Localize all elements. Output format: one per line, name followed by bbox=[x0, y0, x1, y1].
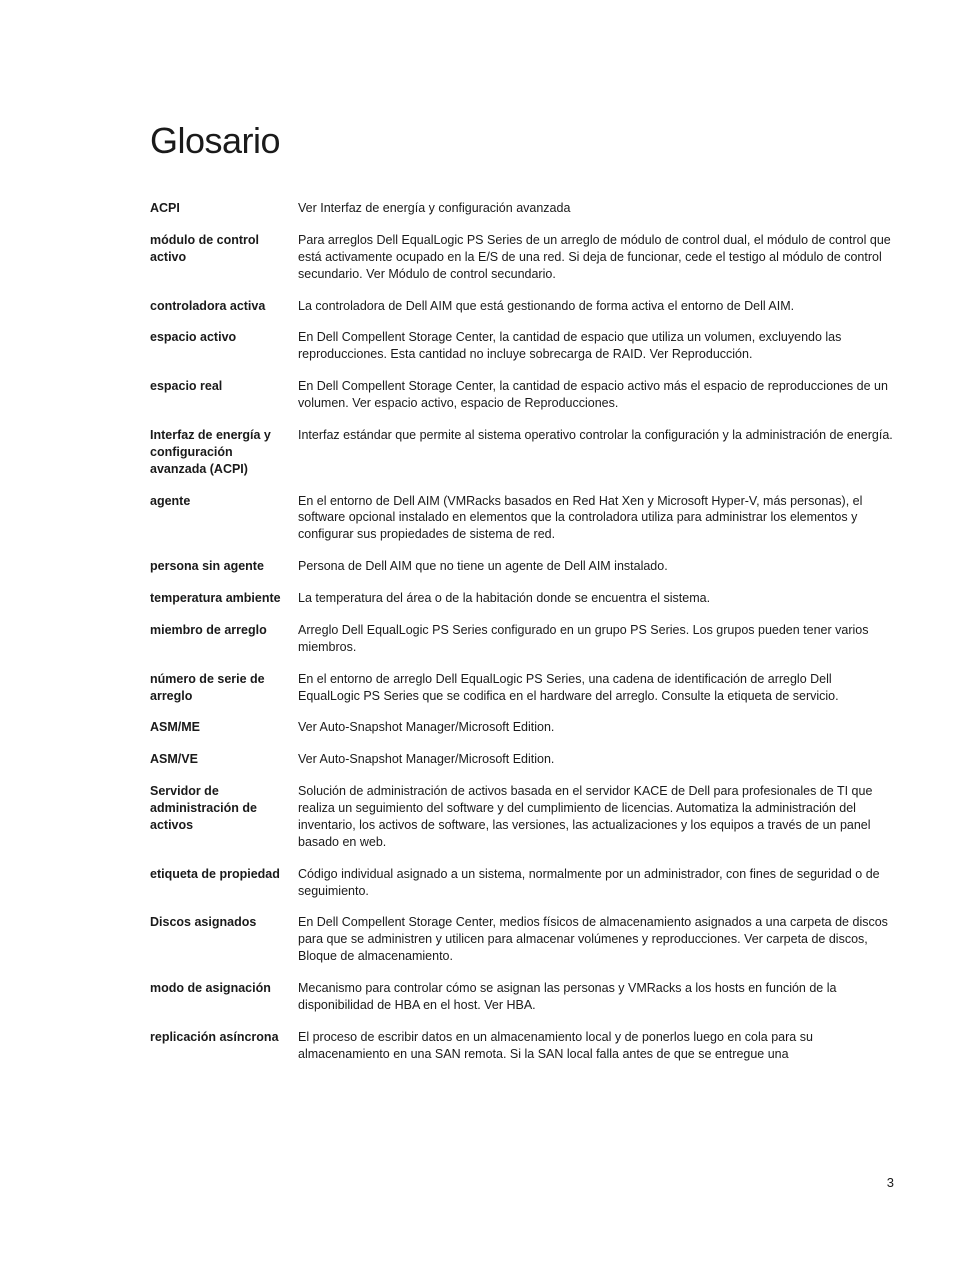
glossary-definition: En Dell Compellent Storage Center, la ca… bbox=[298, 378, 894, 412]
glossary-definition: Código individual asignado a un sistema,… bbox=[298, 866, 894, 900]
page-title: Glosario bbox=[150, 120, 894, 162]
glossary-entry: agenteEn el entorno de Dell AIM (VMRacks… bbox=[150, 493, 894, 544]
glossary-term: agente bbox=[150, 493, 298, 544]
glossary-definition: Arreglo Dell EqualLogic PS Series config… bbox=[298, 622, 894, 656]
glossary-term: persona sin agente bbox=[150, 558, 298, 575]
glossary-entry: módulo de control activoPara arreglos De… bbox=[150, 232, 894, 283]
glossary-entry: miembro de arregloArreglo Dell EqualLogi… bbox=[150, 622, 894, 656]
glossary-term: espacio real bbox=[150, 378, 298, 412]
glossary-definition: Interfaz estándar que permite al sistema… bbox=[298, 427, 894, 478]
glossary-definition: Ver Auto-Snapshot Manager/Microsoft Edit… bbox=[298, 719, 894, 736]
glossary-term: módulo de control activo bbox=[150, 232, 298, 283]
glossary-entry: replicación asíncronaEl proceso de escri… bbox=[150, 1029, 894, 1063]
glossary-term: etiqueta de propiedad bbox=[150, 866, 298, 900]
glossary-term: ACPI bbox=[150, 200, 298, 217]
glossary-term: número de serie de arreglo bbox=[150, 671, 298, 705]
glossary-definition: Para arreglos Dell EqualLogic PS Series … bbox=[298, 232, 894, 283]
glossary-definition: En el entorno de Dell AIM (VMRacks basad… bbox=[298, 493, 894, 544]
page-number: 3 bbox=[887, 1175, 894, 1190]
glossary-definition: Mecanismo para controlar cómo se asignan… bbox=[298, 980, 894, 1014]
glossary-definition: Ver Interfaz de energía y configuración … bbox=[298, 200, 894, 217]
glossary-entry: controladora activaLa controladora de De… bbox=[150, 298, 894, 315]
glossary-entry: ASM/MEVer Auto-Snapshot Manager/Microsof… bbox=[150, 719, 894, 736]
glossary-entry: modo de asignaciónMecanismo para control… bbox=[150, 980, 894, 1014]
glossary-entry: Interfaz de energía y configuración avan… bbox=[150, 427, 894, 478]
glossary-list: ACPIVer Interfaz de energía y configurac… bbox=[150, 200, 894, 1063]
document-page: Glosario ACPIVer Interfaz de energía y c… bbox=[0, 0, 954, 1268]
glossary-term: espacio activo bbox=[150, 329, 298, 363]
glossary-term: Discos asignados bbox=[150, 914, 298, 965]
glossary-definition: Solución de administración de activos ba… bbox=[298, 783, 894, 851]
glossary-definition: Ver Auto-Snapshot Manager/Microsoft Edit… bbox=[298, 751, 894, 768]
glossary-definition: En Dell Compellent Storage Center, medio… bbox=[298, 914, 894, 965]
glossary-entry: Discos asignadosEn Dell Compellent Stora… bbox=[150, 914, 894, 965]
glossary-term: ASM/VE bbox=[150, 751, 298, 768]
glossary-definition: En Dell Compellent Storage Center, la ca… bbox=[298, 329, 894, 363]
glossary-entry: Servidor de administración de activosSol… bbox=[150, 783, 894, 851]
glossary-term: Interfaz de energía y configuración avan… bbox=[150, 427, 298, 478]
glossary-entry: persona sin agentePersona de Dell AIM qu… bbox=[150, 558, 894, 575]
glossary-term: miembro de arreglo bbox=[150, 622, 298, 656]
glossary-term: temperatura ambiente bbox=[150, 590, 298, 607]
glossary-entry: espacio realEn Dell Compellent Storage C… bbox=[150, 378, 894, 412]
glossary-entry: temperatura ambienteLa temperatura del á… bbox=[150, 590, 894, 607]
glossary-definition: En el entorno de arreglo Dell EqualLogic… bbox=[298, 671, 894, 705]
glossary-entry: etiqueta de propiedadCódigo individual a… bbox=[150, 866, 894, 900]
glossary-definition: El proceso de escribir datos en un almac… bbox=[298, 1029, 894, 1063]
glossary-term: modo de asignación bbox=[150, 980, 298, 1014]
glossary-entry: número de serie de arregloEn el entorno … bbox=[150, 671, 894, 705]
glossary-term: Servidor de administración de activos bbox=[150, 783, 298, 851]
glossary-term: controladora activa bbox=[150, 298, 298, 315]
glossary-definition: La temperatura del área o de la habitaci… bbox=[298, 590, 894, 607]
glossary-term: replicación asíncrona bbox=[150, 1029, 298, 1063]
glossary-definition: Persona de Dell AIM que no tiene un agen… bbox=[298, 558, 894, 575]
glossary-entry: ASM/VEVer Auto-Snapshot Manager/Microsof… bbox=[150, 751, 894, 768]
glossary-entry: ACPIVer Interfaz de energía y configurac… bbox=[150, 200, 894, 217]
glossary-entry: espacio activoEn Dell Compellent Storage… bbox=[150, 329, 894, 363]
glossary-term: ASM/ME bbox=[150, 719, 298, 736]
glossary-definition: La controladora de Dell AIM que está ges… bbox=[298, 298, 894, 315]
